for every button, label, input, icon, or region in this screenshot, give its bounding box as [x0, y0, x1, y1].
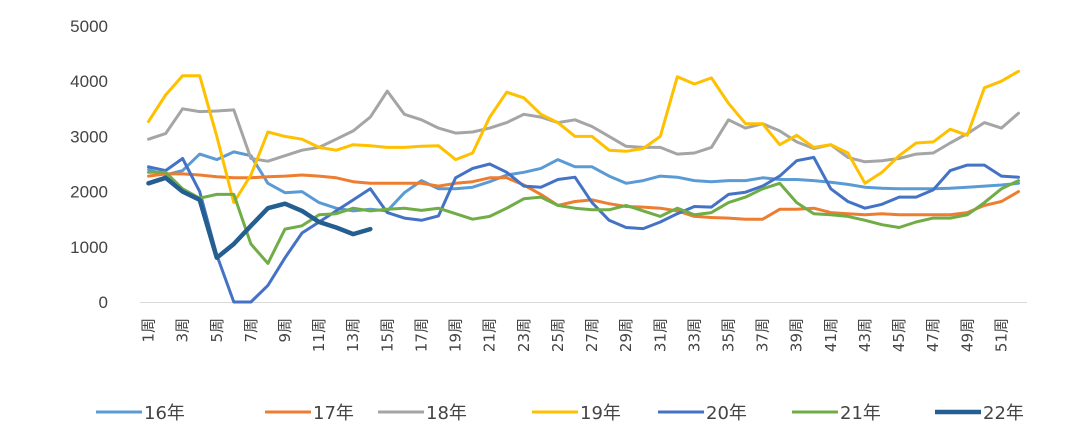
y-tick-label: 0	[99, 293, 108, 312]
x-tick-label: 49周	[958, 318, 976, 352]
x-tick-label: 29周	[617, 318, 635, 352]
x-tick-label: 5周	[208, 318, 226, 343]
x-tick-label: 23周	[515, 318, 533, 352]
legend-label-17年: 17年	[313, 403, 354, 424]
x-tick-label: 39周	[788, 318, 806, 352]
x-tick-label: 37周	[754, 318, 772, 352]
x-tick-label: 17周	[412, 318, 430, 352]
x-tick-label: 51周	[992, 318, 1010, 352]
x-tick-label: 43周	[856, 318, 874, 352]
legend-label-20年: 20年	[706, 403, 747, 424]
x-tick-label: 27周	[583, 318, 601, 352]
x-tick-label: 1周	[140, 318, 158, 343]
x-tick-label: 15周	[378, 318, 396, 352]
legend-label-22年: 22年	[983, 403, 1024, 424]
legend: 16年 17年 18年 19年 20年 21年 22年	[96, 403, 1024, 424]
x-tick-label: 7周	[242, 318, 260, 343]
x-tick-label: 25周	[549, 318, 567, 352]
y-axis: 0 1000 2000 3000 4000 5000	[70, 17, 108, 312]
legend-label-19年: 19年	[580, 403, 621, 424]
x-tick-label: 31周	[651, 318, 669, 352]
legend-label-16年: 16年	[144, 403, 185, 424]
series-line-18年	[147, 89, 1020, 164]
legend-label-18年: 18年	[426, 403, 467, 424]
x-tick-label: 19周	[447, 318, 465, 352]
x-tick-label: 13周	[344, 318, 362, 352]
x-tick-label: 9周	[276, 318, 294, 343]
y-tick-label: 2000	[70, 183, 108, 202]
x-tick-label: 33周	[685, 318, 703, 352]
series-line-21年	[147, 170, 1020, 265]
x-tick-label: 47周	[924, 318, 942, 352]
series-line-20年	[147, 155, 1020, 304]
legend-label-21年: 21年	[840, 403, 881, 424]
series-line-22年	[146, 175, 373, 261]
x-tick-label: 21周	[481, 318, 499, 352]
series-line-17年	[147, 172, 1020, 221]
x-axis: 1周 3周 5周 7周 9周 11周 13周 15周 17周 19周 21周 23周 25周 27周 29周…	[140, 302, 1027, 352]
series-line-19年	[147, 69, 1020, 205]
x-tick-label: 11周	[310, 318, 328, 352]
series-line-16年	[147, 150, 1020, 213]
y-tick-label: 4000	[70, 72, 108, 91]
x-tick-label: 3周	[174, 318, 192, 343]
series-lines	[146, 69, 1020, 304]
y-tick-label: 5000	[70, 17, 108, 36]
x-tick-label: 41周	[822, 318, 840, 352]
x-tick-label: 35周	[719, 318, 737, 352]
x-tick-label: 45周	[890, 318, 908, 352]
y-tick-label: 3000	[70, 127, 108, 146]
y-tick-label: 1000	[70, 238, 108, 257]
